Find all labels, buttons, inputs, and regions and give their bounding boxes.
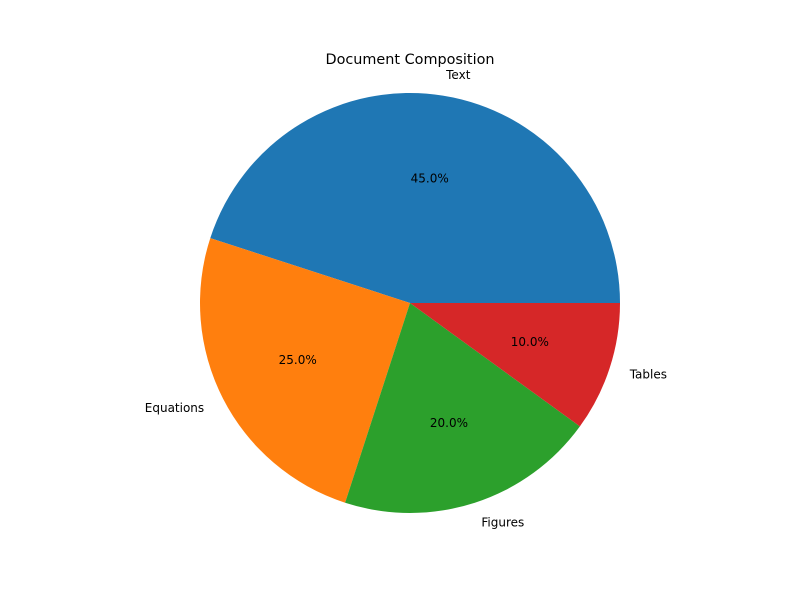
category-label-equations: Equations (145, 401, 204, 415)
percent-label-text: 45.0% (411, 172, 449, 186)
pie-slice-equations (200, 238, 410, 503)
chart-title: Document Composition (326, 52, 495, 68)
pie-slice-text (210, 92, 620, 303)
pie-slices (200, 92, 620, 513)
category-label-figures: Figures (481, 516, 524, 530)
pie-slice-tables (410, 303, 620, 427)
percent-label-figures: 20.0% (430, 416, 468, 430)
percent-label-equations: 25.0% (279, 353, 317, 367)
category-label-tables: Tables (629, 367, 667, 381)
pie-category-labels: Text Equations Figures Tables (145, 68, 667, 530)
percent-label-tables: 10.0% (511, 335, 549, 349)
category-label-text: Text (445, 68, 471, 82)
pie-slice-figures (345, 303, 580, 513)
pie-percent-labels: 45.0% 25.0% 20.0% 10.0% (279, 172, 549, 430)
